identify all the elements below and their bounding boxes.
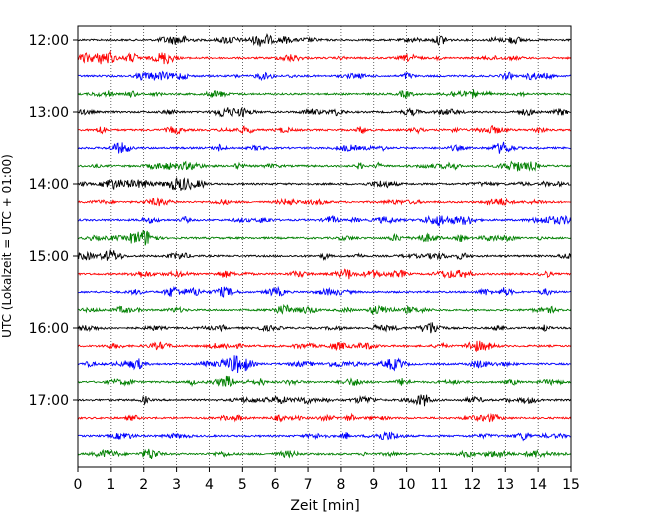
seismic-trace (77, 431, 571, 442)
seismic-trace (77, 394, 572, 407)
x-tick-label: 8 (336, 477, 345, 493)
y-axis-ticks: 12:00 13:00 14:00 15:00 16:00 17:00 (29, 33, 78, 409)
seismic-trace (77, 448, 572, 459)
y-tick-label: 15:00 (29, 249, 69, 265)
x-tick-label: 0 (74, 477, 83, 493)
seismic-trace (77, 70, 572, 82)
x-tick-label: 14 (529, 477, 547, 493)
seismic-trace (77, 249, 572, 261)
seismic-trace (77, 340, 572, 353)
seismic-trace (77, 303, 572, 315)
seismic-trace (77, 33, 572, 47)
x-tick-label: 10 (398, 477, 416, 493)
y-tick-label: 12:00 (29, 33, 69, 49)
x-tick-label: 15 (562, 477, 580, 493)
seismic-trace (77, 141, 572, 154)
seismic-trace (77, 229, 572, 246)
x-tick-label: 11 (431, 477, 449, 493)
y-tick-label: 16:00 (29, 321, 69, 337)
x-tick-label: 1 (106, 477, 115, 493)
x-tick-label: 2 (139, 477, 148, 493)
seismic-trace (77, 412, 572, 423)
x-tick-label: 6 (271, 477, 280, 493)
y-tick-label: 17:00 (29, 393, 69, 409)
seismic-trace (77, 285, 572, 298)
x-tick-label: 9 (369, 477, 378, 493)
y-tick-label: 14:00 (29, 177, 69, 193)
x-tick-label: 12 (463, 477, 481, 493)
seismic-trace (77, 268, 572, 280)
seismic-trace (77, 89, 572, 100)
seismic-trace (77, 125, 572, 135)
seismic-trace (77, 197, 572, 207)
seismic-trace (77, 322, 572, 334)
seismic-trace (77, 214, 572, 227)
seismic-trace (77, 375, 572, 388)
x-tick-label: 3 (172, 477, 181, 493)
seismic-traces (77, 33, 572, 459)
seismic-trace (77, 160, 572, 172)
x-tick-label: 4 (205, 477, 214, 493)
x-axis-ticks: 0 1 2 3 4 5 6 7 8 9 10 11 12 13 14 15 (74, 467, 580, 493)
y-tick-label: 13:00 (29, 105, 69, 121)
x-axis-label: Zeit [min] (290, 498, 359, 514)
seismic-trace (77, 176, 571, 191)
seismic-trace (77, 49, 572, 65)
plot-frame (77, 25, 572, 468)
seismic-trace (77, 355, 571, 374)
y-axis-label: UTC (Lokalzeit = UTC + 01:00) (0, 154, 14, 338)
x-tick-label: 5 (238, 477, 247, 493)
seismic-trace (77, 106, 571, 118)
x-tick-label: 13 (496, 477, 514, 493)
x-tick-label: 7 (304, 477, 313, 493)
